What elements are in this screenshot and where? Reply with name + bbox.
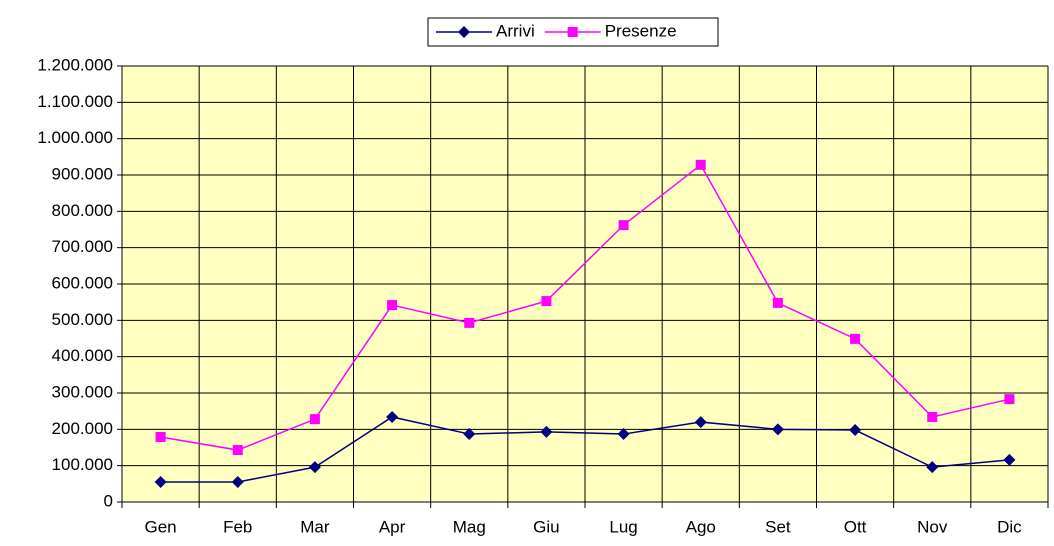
data-point: [772, 297, 783, 308]
y-tick-label: 200.000: [52, 419, 113, 438]
legend-label: Presenze: [605, 21, 677, 40]
x-tick-label: Gen: [145, 517, 177, 536]
series-line: [160, 163, 1010, 451]
y-tick-label: 1.100.000: [37, 92, 113, 111]
data-point: [617, 428, 630, 441]
y-tick-label: 500.000: [52, 310, 113, 329]
x-tick-label: Ago: [686, 517, 716, 536]
y-tick-label: 400.000: [52, 346, 113, 365]
x-tick-label: Lug: [609, 517, 637, 536]
legend-marker: [458, 26, 470, 38]
series-line: [160, 416, 1010, 483]
data-point: [1004, 394, 1015, 405]
x-tick-label: Mar: [300, 517, 330, 536]
x-tick-label: Mag: [453, 517, 486, 536]
data-point: [308, 461, 321, 474]
x-tick-label: Ott: [844, 517, 867, 536]
data-point: [231, 476, 244, 489]
y-tick-label: 700.000: [52, 237, 113, 256]
y-tick-label: 100.000: [52, 455, 113, 474]
data-point: [232, 445, 243, 456]
data-point: [464, 317, 475, 328]
data-point: [850, 333, 861, 344]
data-point: [386, 410, 399, 423]
y-tick-label: 600.000: [52, 273, 113, 292]
x-tick-label: Set: [765, 517, 791, 536]
x-tick-label: Apr: [379, 517, 406, 536]
legend-marker: [567, 27, 578, 37]
data-point: [155, 431, 166, 442]
data-point: [541, 296, 552, 307]
y-tick-label: 300.000: [52, 382, 113, 401]
data-point: [387, 300, 398, 311]
data-point: [618, 220, 629, 231]
data-point: [540, 425, 553, 438]
y-tick-label: 900.000: [52, 164, 113, 183]
data-point: [154, 476, 167, 489]
y-tick-label: 800.000: [52, 201, 113, 220]
data-point: [463, 428, 476, 441]
data-point: [309, 414, 320, 425]
y-tick-label: 1.000.000: [37, 128, 113, 147]
data-point: [849, 424, 862, 437]
data-point: [926, 461, 939, 474]
y-tick-label: 1.200.000: [37, 55, 113, 74]
data-point: [694, 416, 707, 429]
y-tick-label: 0: [104, 491, 113, 510]
x-tick-label: Feb: [223, 517, 252, 536]
data-point: [695, 159, 706, 170]
x-tick-label: Dic: [997, 517, 1022, 536]
legend-label: Arrivi: [496, 21, 535, 40]
data-point: [1003, 453, 1016, 466]
data-point: [927, 411, 938, 422]
data-point: [771, 423, 784, 436]
x-tick-label: Nov: [917, 517, 948, 536]
x-tick-label: Giu: [533, 517, 559, 536]
